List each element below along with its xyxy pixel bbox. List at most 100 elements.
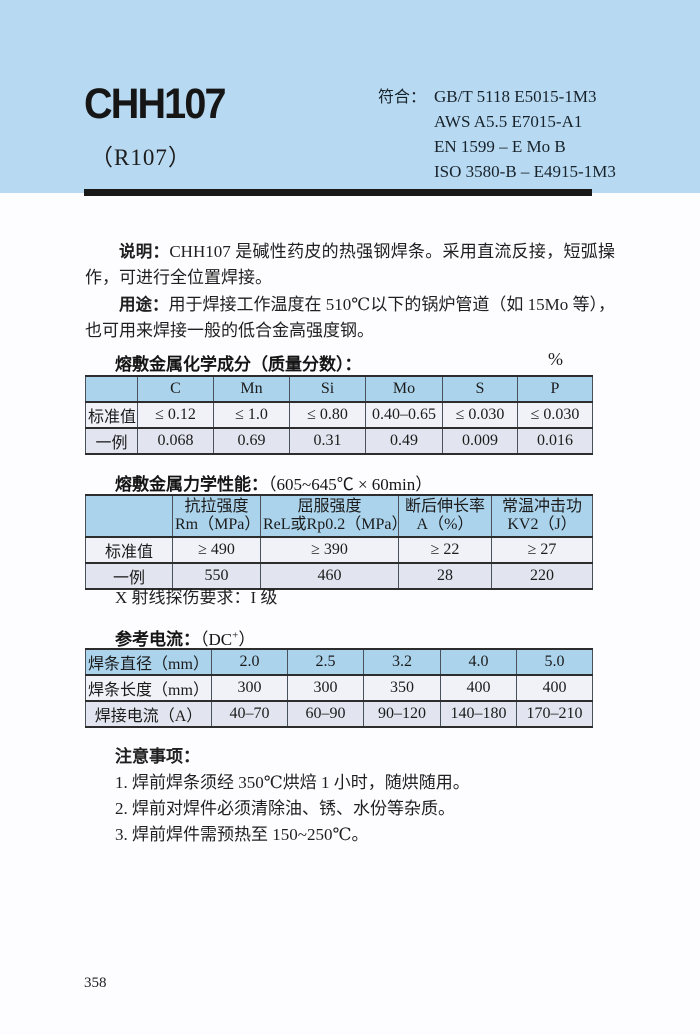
column-header: 抗拉强度 Rm（MPa） [172,494,261,538]
table-cell: 0.016 [517,427,593,455]
current-title-condition: （DC+） [200,629,256,649]
table-cell: 2.5 [287,648,364,676]
table-cell: 300 [287,674,364,702]
condition-sup: + [232,629,239,642]
note-item: 2. 焊前对焊件必须清除油、锈、水份等杂质。 [115,799,455,818]
table-cell: 40–70 [211,700,288,728]
table-cell: ≥ 490 [172,536,261,564]
column-header-line2: Rm（MPa） [175,516,261,533]
mech-title-text: 熔敷金属力学性能： [115,475,268,494]
table-row: 标准值 ≥ 490 ≥ 390 ≥ 22 ≥ 27 [85,536,593,564]
table-header-row: 抗拉强度 Rm（MPa） 屈服强度 ReL或Rp0.2（MPa） 断后伸长率 A… [85,494,593,538]
standards-label: 符合： [378,89,427,106]
table-cell: 400 [440,674,517,702]
table-cell: 350 [363,674,441,702]
chem-table-unit: % [548,349,563,369]
corner-cell [85,375,138,403]
corner-cell [85,494,173,538]
current-title-text: 参考电流： [115,630,200,649]
table-cell: ≤ 1.0 [213,401,290,429]
mech-table-title: 熔敷金属力学性能：（605~645℃ × 60min） [115,470,432,495]
current-table-title: 参考电流：（DC+） [115,625,255,650]
row-label: 焊条直径（mm） [85,648,212,676]
column-header: 常温冲击功 KV2（J） [491,494,593,538]
table-cell: 0.40–0.65 [365,401,443,429]
table-cell: 28 [398,562,492,590]
table-cell: ≤ 0.030 [442,401,518,429]
table-row: 一例 0.068 0.69 0.31 0.49 0.009 0.016 [85,427,593,455]
page-number: 358 [84,975,107,991]
table-cell: 0.068 [137,427,214,455]
table-cell: 400 [516,674,593,702]
standard-line: GB/T 5118 E5015-1M3 [434,87,597,106]
current-table: 焊条直径（mm） 2.0 2.5 3.2 4.0 5.0 焊条长度（mm） 30… [85,648,593,728]
row-label: 一例 [85,427,138,455]
condition-prefix: （DC [200,630,233,649]
table-cell: ≥ 390 [260,536,399,564]
table-cell: 0.31 [289,427,366,455]
standard-line: ISO 3580-B – E4915-1M3 [434,162,616,181]
note-item: 1. 焊前焊条须经 350℃烘焙 1 小时，随烘随用。 [115,773,470,792]
column-header: 断后伸长率 A（%） [398,494,492,538]
standard-line: EN 1599 – E Mo B [434,137,566,156]
table-row: 一例 550 460 28 220 [85,562,593,590]
table-cell: 90–120 [363,700,441,728]
table-cell: ≤ 0.12 [137,401,214,429]
row-label: 标准值 [85,401,138,429]
column-header-line1: 抗拉强度 [184,498,249,515]
column-header: S [442,375,518,403]
xray-requirement: X 射线探伤要求：I 级 [115,588,278,607]
mech-table: 抗拉强度 Rm（MPa） 屈服强度 ReL或Rp0.2（MPa） 断后伸长率 A… [85,494,593,590]
column-header: Si [289,375,366,403]
row-label: 标准值 [85,536,173,564]
usage-paragraph: 用途：用于焊接工作温度在 510℃以下的锅炉管道（如 15Mo 等），也可用来焊… [85,292,615,344]
standard-line: AWS A5.5 E7015-A1 [434,112,583,131]
table-cell: ≤ 0.030 [517,401,593,429]
table-cell: 0.009 [442,427,518,455]
header-band: CHH107 （R107） 符合： GB/T 5118 E5015-1M3 AW… [0,0,700,193]
table-cell: 3.2 [363,648,441,676]
column-header: Mn [213,375,290,403]
table-cell: 220 [491,562,593,590]
notes-section: 注意事项： 1. 焊前焊条须经 350℃烘焙 1 小时，随烘随用。 2. 焊前对… [85,744,615,848]
column-header-line2: KV2（J） [507,516,577,533]
column-header-line2: ReL或Rp0.2（MPa） [263,516,399,533]
table-cell: 550 [172,562,261,590]
table-cell: 170–210 [516,700,593,728]
product-model: CHH107 [84,80,227,128]
header-rule [84,189,592,196]
usage-label: 用途： [119,296,169,314]
column-header-line1: 断后伸长率 [404,498,485,515]
mech-title-condition: （605~645℃ × 60min） [268,475,433,494]
table-cell: 0.49 [365,427,443,455]
table-cell: 140–180 [440,700,517,728]
table-header-row: C Mn Si Mo S P [85,375,593,403]
column-header-line1: 屈服强度 [297,498,362,515]
product-alt-model: （R107） [90,145,192,170]
condition-suffix: ） [238,630,256,649]
standards-block: 符合： GB/T 5118 E5015-1M3 AWS A5.5 E7015-A… [378,84,616,184]
column-header: P [517,375,593,403]
column-header: C [137,375,214,403]
table-row: 标准值 ≤ 0.12 ≤ 1.0 ≤ 0.80 0.40–0.65 ≤ 0.03… [85,401,593,429]
chem-table: C Mn Si Mo S P 标准值 ≤ 0.12 ≤ 1.0 ≤ 0.80 0… [85,375,593,455]
row-label: 焊条长度（mm） [85,674,212,702]
notes-title: 注意事项： [115,747,200,766]
chem-table-title: 熔敷金属化学成分（质量分数）： [115,355,362,374]
standards-list: GB/T 5118 E5015-1M3 AWS A5.5 E7015-A1 EN… [434,84,616,184]
note-item: 3. 焊前焊件需预热至 150~250℃。 [115,825,369,844]
column-header: 屈服强度 ReL或Rp0.2（MPa） [260,494,399,538]
row-label: 焊接电流（A） [85,700,212,728]
table-cell: 2.0 [211,648,288,676]
table-cell: ≤ 0.80 [289,401,366,429]
usage-text: 用于焊接工作温度在 510℃以下的锅炉管道（如 15Mo 等），也可用来焊接一般… [85,295,615,340]
description-label: 说明： [119,243,170,261]
description-text: CHH107 是碱性药皮的热强钢焊条。采用直流反接，短弧操作，可进行全位置焊接。 [85,242,615,287]
table-cell: ≥ 22 [398,536,492,564]
table-cell: 4.0 [440,648,517,676]
table-cell: 0.69 [213,427,290,455]
column-header: Mo [365,375,443,403]
table-row: 焊条直径（mm） 2.0 2.5 3.2 4.0 5.0 [85,648,593,676]
description-paragraph: 说明：CHH107 是碱性药皮的热强钢焊条。采用直流反接，短弧操作，可进行全位置… [85,239,615,291]
